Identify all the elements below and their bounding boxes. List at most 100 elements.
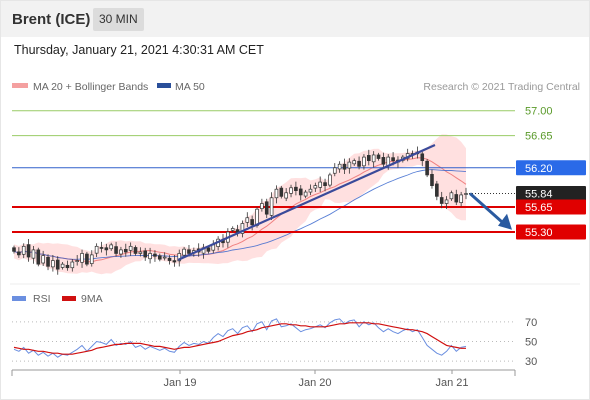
- candle-body: [376, 154, 381, 159]
- candle-body: [75, 260, 79, 262]
- candle-body: [26, 244, 31, 258]
- rsi-tick-label: 30: [525, 356, 537, 368]
- candle-body: [260, 203, 264, 209]
- candle-body: [313, 185, 318, 189]
- current-price-label: 55.84: [525, 188, 553, 200]
- support-level-box: [516, 199, 586, 215]
- candle-body: [371, 154, 376, 163]
- candle-body: [439, 197, 444, 204]
- current-price-box: [516, 185, 586, 201]
- timeframe-badge[interactable]: 30 MIN: [93, 8, 144, 31]
- candle-body: [444, 199, 449, 204]
- ma50-legend-label: MA 50: [175, 81, 205, 93]
- candle-body: [357, 160, 361, 167]
- rsi-ma-legend-swatch: [62, 296, 76, 301]
- support-level-label: 55.65: [525, 202, 553, 214]
- candle-body: [17, 251, 21, 256]
- candle-body: [94, 245, 99, 254]
- ma20-line: [13, 157, 467, 263]
- candle-body: [420, 153, 425, 162]
- support-level-box: [516, 224, 586, 240]
- candle-body: [60, 263, 65, 268]
- candle-body: [119, 249, 123, 255]
- candle-body: [284, 192, 288, 199]
- time-tick-label: Jan 20: [298, 377, 331, 389]
- candle-body: [323, 182, 327, 186]
- candle-body: [298, 188, 303, 196]
- ma50-legend-swatch: [157, 83, 171, 88]
- candle-body: [109, 244, 114, 250]
- candle-body: [269, 197, 274, 216]
- projection-arrow-head: [498, 213, 512, 230]
- candle-body: [177, 253, 182, 262]
- candle-body: [264, 201, 269, 215]
- ma50-line: [13, 169, 467, 260]
- support-level-label: 55.30: [525, 227, 553, 239]
- rsi-legend-swatch: [12, 296, 26, 301]
- candle-body: [391, 157, 395, 162]
- candle-body: [55, 259, 60, 270]
- candle-body: [104, 247, 109, 251]
- candle-body: [245, 217, 250, 223]
- candle-body: [148, 253, 152, 260]
- candle-body: [99, 247, 104, 249]
- resistance-label: 56.65: [525, 131, 553, 143]
- candle-body: [114, 246, 118, 254]
- candle-body: [337, 163, 342, 170]
- candle-body: [128, 245, 133, 251]
- candle-body: [435, 183, 439, 197]
- rsi-legend-label: RSI: [33, 293, 51, 305]
- time-tick-label: Jan 19: [163, 377, 196, 389]
- candle-body: [464, 193, 468, 195]
- candle-body: [230, 228, 235, 231]
- candle-body: [240, 223, 245, 234]
- candle-body: [31, 249, 36, 259]
- candle-body: [21, 245, 26, 255]
- timestamp: Thursday, January 21, 2021 4:30:31 AM CE…: [14, 43, 264, 57]
- credit-text: Research © 2021 Trading Central: [423, 81, 580, 93]
- candle-body: [89, 254, 94, 264]
- candle-body: [459, 194, 463, 203]
- candle-body: [250, 219, 254, 226]
- candle-body: [294, 186, 298, 191]
- candle-body: [172, 260, 177, 263]
- candle-body: [430, 174, 434, 186]
- resistance-label: 57.00: [525, 106, 553, 118]
- candle-body: [303, 191, 308, 197]
- candle-body: [308, 188, 313, 193]
- candle-body: [366, 155, 371, 162]
- candle-body: [182, 248, 186, 256]
- candle-body: [449, 192, 454, 200]
- candle-body: [425, 160, 429, 176]
- candle-body: [381, 157, 386, 165]
- candle-body: [328, 174, 332, 186]
- time-tick-label: Jan 21: [435, 377, 468, 389]
- ma20-legend-swatch: [12, 83, 28, 88]
- candle-body: [123, 248, 128, 253]
- candle-body: [318, 181, 323, 188]
- candle-body: [157, 255, 162, 260]
- candle-body: [12, 247, 16, 252]
- rsi-line: [13, 318, 467, 358]
- candle-body: [80, 253, 84, 263]
- trend-line: [177, 143, 436, 261]
- instrument-title: Brent (ICE): [12, 11, 91, 28]
- candle-body: [352, 160, 357, 165]
- ma50-level-label: 56.20: [525, 163, 553, 175]
- candle-body: [454, 194, 459, 203]
- candle-body: [70, 261, 75, 269]
- candle-body: [187, 249, 191, 254]
- candle-body: [153, 253, 157, 257]
- candle-body: [41, 255, 45, 264]
- ma50-level-box: [516, 160, 586, 176]
- rsi-ma-legend-label: 9MA: [81, 293, 103, 305]
- rsi-ma-line: [13, 322, 466, 355]
- candle-body: [162, 256, 167, 259]
- candle-body: [133, 247, 138, 254]
- candle-body: [332, 167, 337, 174]
- candle-body: [274, 188, 279, 199]
- candle-body: [347, 161, 352, 169]
- candle-body: [362, 156, 366, 167]
